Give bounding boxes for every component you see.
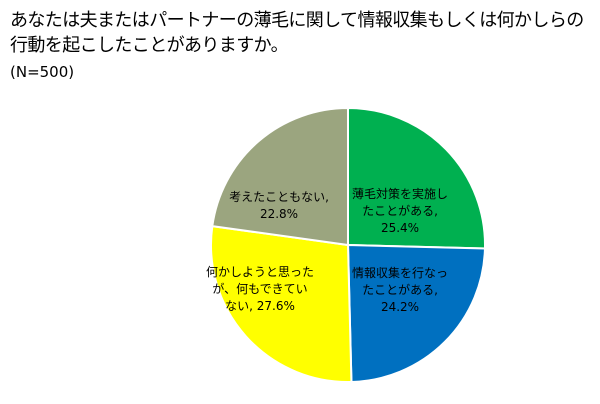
pie-labels: 薄毛対策を実施したことがある, 25.4% 情報収集を行なったことがある, 24.2%… <box>206 186 448 314</box>
pie-slice-3 <box>210 224 353 383</box>
pie-slice-label-1: 薄毛対策を実施したことがある, 25.4% <box>352 186 448 235</box>
pie-slice-label-line: 何かしようと思った <box>206 265 314 279</box>
chart-title-line-2: 行動を起こしたことがありますか。 <box>10 35 289 56</box>
pie-slice-label-line: たことがある, <box>362 203 438 218</box>
pie-slice-label-line: ない, 27.6% <box>225 299 295 313</box>
pie-slice-label-line: たことがある, <box>362 282 438 297</box>
pie-slice-1 <box>347 106 486 250</box>
pie-slice-label-4: 考えたこともない, 22.8% <box>229 190 329 221</box>
pie-slice-label-3: 何かしようと思ったが、何もできていない, 27.6% <box>206 265 314 313</box>
pie-slice-label-line: が、何もできてい <box>212 281 307 296</box>
pie-slice-label-line: 情報収集を行なっ <box>352 265 448 280</box>
pie-slice-2 <box>346 243 486 383</box>
pie-slice-label-2: 情報収集を行なったことがある, 24.2% <box>352 265 448 314</box>
pie-slice-label-line: 24.2% <box>381 300 419 314</box>
chart-title-line-1: あなたは夫またはパートナーの薄毛に関して情報収集もしくは何かしらの <box>10 10 584 31</box>
pie-slice-label-line: 25.4% <box>381 221 419 235</box>
pie-slices <box>210 106 486 383</box>
pie-slice-label-line: 考えたこともない, <box>229 190 329 204</box>
pie-slice-4 <box>211 106 349 247</box>
chart-subtitle: (N=500) <box>10 63 75 81</box>
chart-title: あなたは夫またはパートナーの薄毛に関して情報収集もしくは何かしらの 行動を起こし… <box>10 8 595 58</box>
pie-slice-label-line: 薄毛対策を実施し <box>352 186 448 201</box>
pie-slice-label-line: 22.8% <box>260 207 298 221</box>
